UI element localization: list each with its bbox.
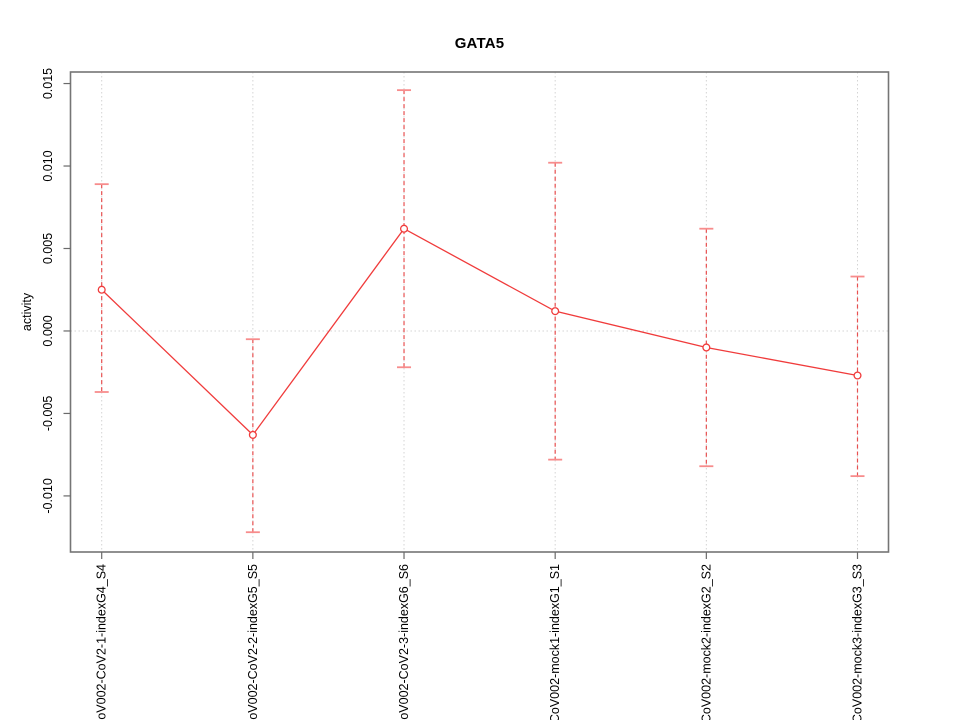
x-tick-label: CoV002-CoV2-1-indexG4_S4	[95, 564, 109, 720]
y-tick-label: 0.005	[41, 233, 55, 264]
data-point	[399, 224, 409, 233]
y-tick-label: 0.010	[41, 150, 55, 181]
chart-title: GATA5	[454, 35, 505, 52]
y-tick-label: 0.015	[41, 68, 55, 99]
y-tick-label: -0.005	[41, 396, 55, 431]
y-tick-label: 0.000	[41, 315, 55, 346]
y-tick-label: -0.010	[41, 478, 55, 513]
data-point	[97, 285, 106, 294]
x-tick-label: CoV002-mock1-indexG1_S1	[548, 564, 562, 720]
data-point	[551, 307, 560, 316]
y-axis-label: activity	[20, 292, 34, 332]
data-point	[248, 430, 257, 439]
data-point	[853, 371, 862, 380]
series-line	[101, 227, 858, 436]
x-tick-label: CoV002-CoV2-3-indexG6_S6	[397, 564, 411, 720]
x-tick-label: CoV002-mock3-indexG3_S3	[851, 564, 865, 720]
plot-border	[69, 71, 890, 553]
x-tick-label: CoV002-CoV2-2-indexG5_S5	[246, 564, 260, 720]
x-tick-label: CoV002-mock2-indexG2_S2	[699, 564, 713, 720]
data-point	[702, 343, 711, 352]
